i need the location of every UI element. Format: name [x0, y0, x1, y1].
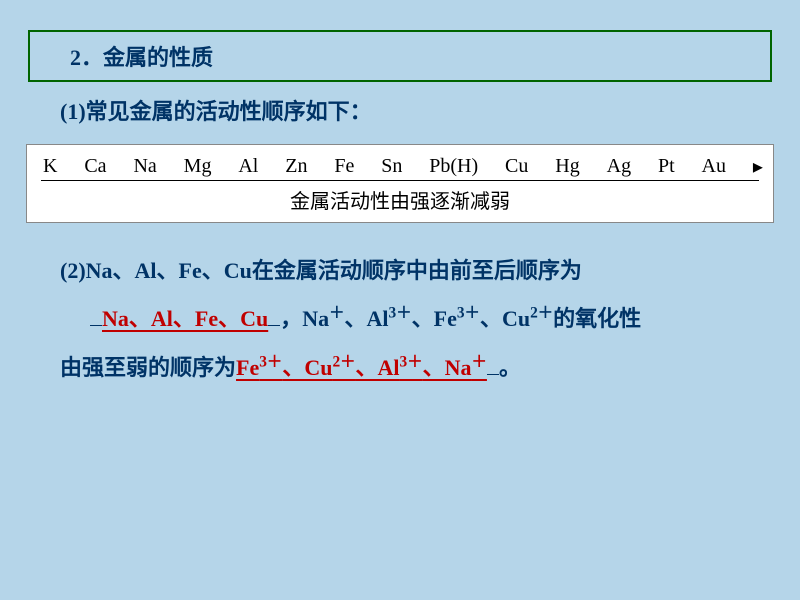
sup: 3＋ [389, 305, 412, 322]
slide: 2．金属的性质 (1)常见金属的活动性顺序如下： K Ca Na Mg Al Z… [0, 0, 800, 600]
a2d: 、Na [423, 355, 472, 380]
arrow-right-icon: ▸ [753, 157, 763, 177]
section-title: 2．金属的性质 [70, 45, 213, 70]
point-1-text: (1)常见金属的活动性顺序如下： [60, 94, 780, 126]
elem: Ag [607, 155, 631, 178]
a2c: 、Al [356, 355, 400, 380]
elem: Mg [184, 155, 212, 178]
sup: 3＋ [400, 353, 423, 370]
q2-line3-lead: 由强至弱的顺序为 [60, 355, 236, 380]
elem: Cu [505, 155, 528, 178]
underline-tail2 [487, 374, 499, 375]
underline-lead [90, 325, 102, 326]
period: 。 [499, 355, 521, 380]
sup: ＋ [472, 353, 487, 370]
txt: ，Na [280, 306, 329, 331]
txt: 、Cu [480, 306, 530, 331]
elem: Na [133, 155, 156, 178]
sup: ＋ [329, 305, 344, 322]
activity-series-elements: K Ca Na Mg Al Zn Fe Sn Pb(H) Cu Hg Ag Pt… [35, 155, 765, 178]
activity-series-caption: 金属活动性由强逐渐减弱 [35, 185, 765, 214]
elem: Al [238, 155, 258, 178]
answer-1: Na、Al、Fe、Cu [102, 306, 268, 331]
a2b: 、Cu [282, 355, 332, 380]
elem: Ca [84, 155, 106, 178]
q2-lead: (2)Na、Al、Fe、Cu在金属活动顺序中由前至后顺序为 [60, 258, 582, 283]
txt: 的氧化性 [553, 306, 641, 331]
sup: 2＋ [530, 305, 553, 322]
elem: Sn [381, 155, 402, 178]
elem: K [43, 155, 57, 178]
sup: 3＋ [457, 305, 480, 322]
elem: Fe [334, 155, 354, 178]
answer-2: Fe3＋、Cu2＋、Al3＋、Na＋ [236, 355, 487, 380]
txt: 、Fe [412, 306, 457, 331]
sup: 2＋ [332, 353, 355, 370]
arrow-shaft [41, 180, 759, 181]
point-2-paragraph: (2)Na、Al、Fe、Cu在金属活动顺序中由前至后顺序为 Na、Al、Fe、C… [60, 247, 760, 392]
a2a: Fe [236, 355, 259, 380]
activity-series-box: K Ca Na Mg Al Zn Fe Sn Pb(H) Cu Hg Ag Pt… [26, 144, 774, 223]
underline-tail [268, 325, 280, 326]
elem: Au [702, 155, 726, 178]
section-title-box: 2．金属的性质 [28, 30, 772, 82]
elem: Pb(H) [429, 155, 478, 178]
elem: Zn [285, 155, 307, 178]
txt: 、Al [345, 306, 389, 331]
elem: Hg [555, 155, 579, 178]
sup: 3＋ [259, 353, 282, 370]
elem: Pt [658, 155, 675, 178]
